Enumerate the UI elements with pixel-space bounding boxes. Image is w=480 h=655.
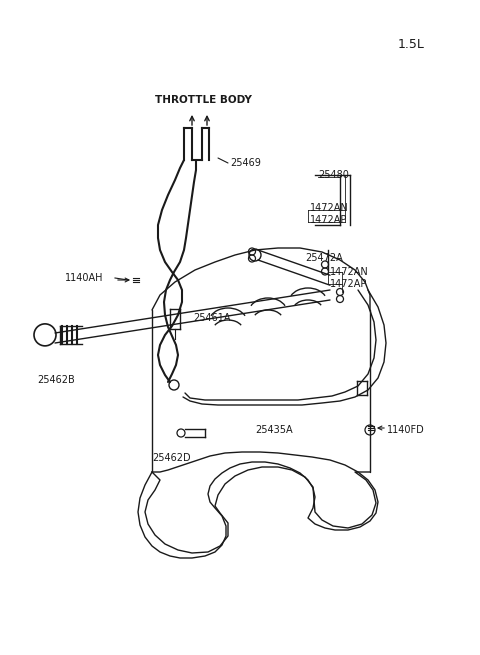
Text: 25462B: 25462B	[37, 375, 75, 385]
Text: 25472A: 25472A	[305, 253, 343, 263]
Text: 1472AN: 1472AN	[310, 203, 349, 213]
Text: THROTTLE BODY: THROTTLE BODY	[155, 95, 252, 105]
Text: 25469: 25469	[230, 158, 261, 168]
Text: 1472AP: 1472AP	[330, 279, 367, 289]
Text: 1140AH: 1140AH	[65, 273, 104, 283]
Text: 25480: 25480	[318, 170, 349, 180]
Text: 1472AP: 1472AP	[310, 215, 348, 225]
Text: 1.5L: 1.5L	[398, 38, 425, 51]
Text: 25435A: 25435A	[255, 425, 293, 435]
Text: 25462D: 25462D	[152, 453, 191, 463]
Text: 25461A: 25461A	[193, 313, 230, 323]
Text: 1472AN: 1472AN	[330, 267, 369, 277]
Text: 1140FD: 1140FD	[387, 425, 425, 435]
